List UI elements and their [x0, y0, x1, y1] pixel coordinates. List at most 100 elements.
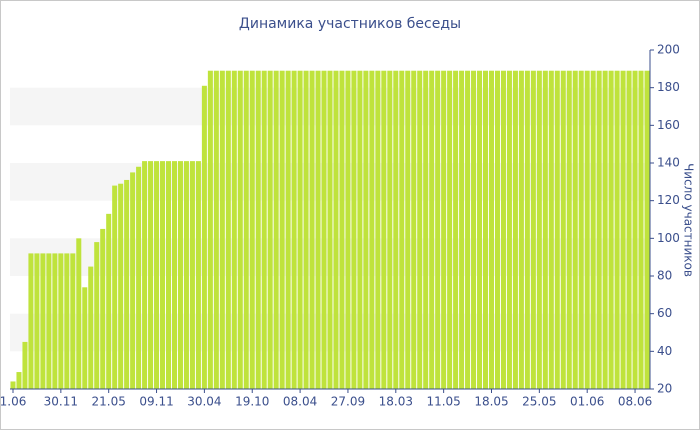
- bar: [154, 161, 160, 389]
- y-tick-label: 160: [657, 118, 680, 132]
- bar: [399, 70, 405, 389]
- bar: [124, 179, 130, 389]
- bar: [195, 161, 201, 389]
- y-tick-label: 200: [657, 43, 680, 57]
- bar: [112, 185, 118, 389]
- y-tick-label: 80: [657, 269, 672, 283]
- bar: [638, 70, 644, 389]
- bar: [82, 287, 88, 389]
- bar: [142, 161, 148, 389]
- bar: [381, 70, 387, 389]
- bar: [632, 70, 638, 389]
- bar: [136, 166, 142, 389]
- y-tick-label: 20: [657, 382, 672, 396]
- bar: [76, 238, 82, 389]
- bar: [40, 253, 46, 389]
- bar: [10, 381, 16, 389]
- bar: [518, 70, 524, 389]
- bar: [602, 70, 608, 389]
- bar: [237, 70, 243, 389]
- x-tick-label: 19.10: [235, 395, 269, 409]
- bar: [471, 70, 477, 389]
- x-tick-label: 01.06: [570, 395, 604, 409]
- bar: [560, 70, 566, 389]
- bar: [273, 70, 279, 389]
- bar: [542, 70, 548, 389]
- bar: [626, 70, 632, 389]
- x-tick-label: 30.11: [44, 395, 78, 409]
- bar: [309, 70, 315, 389]
- bar: [94, 242, 100, 389]
- bar: [333, 70, 339, 389]
- bar: [608, 70, 614, 389]
- bar: [285, 70, 291, 389]
- x-tick-label: 18.05: [474, 395, 508, 409]
- y-tick-label: 140: [657, 156, 680, 170]
- bar: [249, 70, 255, 389]
- bar: [459, 70, 465, 389]
- bar: [130, 172, 136, 389]
- y-tick-label: 120: [657, 193, 680, 207]
- bar: [46, 253, 52, 389]
- x-tick-label: 30.04: [187, 395, 221, 409]
- bar: [494, 70, 500, 389]
- bar: [22, 341, 28, 389]
- bar: [512, 70, 518, 389]
- bar: [34, 253, 40, 389]
- bar: [255, 70, 261, 389]
- bar: [417, 70, 423, 389]
- x-tick-label: 09.11: [139, 395, 173, 409]
- bar: [64, 253, 70, 389]
- bar: [100, 228, 106, 389]
- y-tick-label: 60: [657, 306, 672, 320]
- bar: [447, 70, 453, 389]
- y-tick-label: 180: [657, 80, 680, 94]
- bar: [536, 70, 542, 389]
- y-tick-label: 40: [657, 344, 672, 358]
- bar: [530, 70, 536, 389]
- x-tick-label: 08.04: [283, 395, 317, 409]
- bar: [52, 253, 58, 389]
- bar: [261, 70, 267, 389]
- bar: [297, 70, 303, 389]
- bar: [70, 253, 76, 389]
- bar: [201, 85, 207, 390]
- bar: [207, 70, 213, 389]
- bar: [213, 70, 219, 389]
- bar: [644, 70, 650, 389]
- bar: [219, 70, 225, 389]
- bar: [177, 161, 183, 389]
- bar: [584, 70, 590, 389]
- bar: [405, 70, 411, 389]
- bar: [28, 253, 34, 389]
- bar: [303, 70, 309, 389]
- bar: [171, 161, 177, 389]
- bar: [423, 70, 429, 389]
- bar: [506, 70, 512, 389]
- chart-title: Динамика участников беседы: [239, 16, 461, 32]
- bar: [369, 70, 375, 389]
- bar: [572, 70, 578, 389]
- bar: [321, 70, 327, 389]
- bar: [363, 70, 369, 389]
- x-tick-label: 25.05: [522, 395, 556, 409]
- bar: [118, 183, 124, 389]
- y-tick-label: 100: [657, 231, 680, 245]
- bar: [387, 70, 393, 389]
- bar: [590, 70, 596, 389]
- bar: [106, 213, 112, 389]
- bar: [339, 70, 345, 389]
- bar: [393, 70, 399, 389]
- x-tick-label: 1.06: [0, 395, 26, 409]
- bar: [488, 70, 495, 389]
- bar: [315, 70, 321, 389]
- bar: [327, 70, 333, 389]
- bar: [160, 161, 166, 389]
- bar: [225, 70, 231, 389]
- bar: [429, 70, 435, 389]
- bar: [483, 70, 489, 389]
- bar: [578, 70, 584, 389]
- bar: [16, 372, 22, 389]
- x-tick-label: 18.03: [379, 395, 413, 409]
